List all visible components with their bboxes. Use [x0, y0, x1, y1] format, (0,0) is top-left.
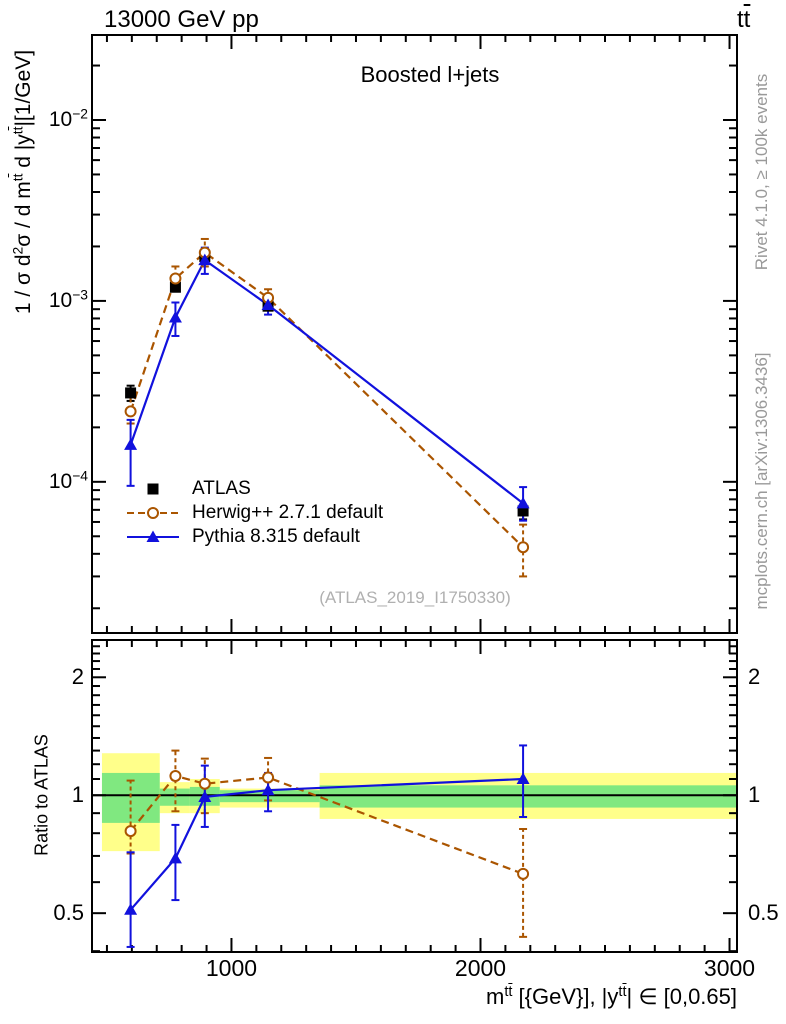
data-point-square — [169, 281, 181, 293]
ratio-y-axis-label: Ratio to ATLAS — [31, 734, 52, 856]
mcplots-arxiv-note: mcplots.cern.ch [arXiv:1306.3436] — [752, 352, 771, 610]
process-label: tt — [737, 6, 751, 33]
legend-item-atlas: ATLAS — [124, 477, 383, 501]
herwig++-line-ratio — [129, 774, 524, 875]
data-point-circle — [262, 771, 275, 784]
data-point-triangle — [516, 772, 530, 785]
legend-label: Herwig++ 2.7.1 default — [192, 502, 384, 523]
data-point-circle — [124, 405, 137, 418]
data-point-circle — [169, 272, 182, 285]
x-tick-label: 1000 — [205, 955, 258, 981]
pythia-line-main — [129, 258, 524, 505]
ratio-y-tick-label: 1 — [71, 782, 84, 808]
main-y-tick-label: 10−2 — [48, 105, 88, 131]
data-point-triangle — [198, 790, 212, 802]
analysis-id-watermark: (ATLAS_2019_I1750330) — [319, 588, 511, 607]
ratio-y-tick-label: 0.5 — [53, 900, 84, 926]
data-point-triangle — [198, 253, 212, 266]
data-point-triangle — [168, 851, 182, 864]
rivet-version-note: Rivet 4.1.0, ≥ 100k events — [752, 73, 771, 271]
ratio-y-tick-label-right: 0.5 — [748, 900, 779, 926]
main-y-axis-label: 1 / σ d2σ / d mtt d |ytt|[1/GeV] — [9, 49, 35, 315]
pythia-errors-ratio — [126, 744, 528, 948]
ratio-y-tick-label-right: 2 — [748, 664, 761, 690]
ratio-panel-frame — [91, 639, 738, 953]
data-point-circle — [124, 825, 137, 838]
data-point-triangle — [124, 438, 138, 450]
ratio-y-tick-label: 2 — [71, 664, 84, 690]
data-point-square — [262, 300, 274, 312]
data-point-square — [517, 505, 529, 517]
data-point-triangle — [261, 783, 275, 796]
data-point-triangle — [124, 903, 138, 915]
plot-title: Boosted l+jets — [360, 62, 500, 87]
data-point-triangle — [261, 298, 275, 310]
data-point-triangle — [168, 310, 182, 323]
ratio-uncertainty-bands — [101, 753, 737, 852]
legend-label: Pythia 8.315 default — [192, 526, 360, 547]
data-point-circle — [169, 769, 182, 782]
herwig++-points-ratio — [124, 769, 530, 880]
pythia-points-main — [124, 253, 530, 509]
main-y-tick-label: 10−4 — [48, 467, 88, 493]
pythia-points-ratio — [124, 772, 530, 915]
legend-marker-pythia — [124, 528, 182, 546]
main-y-tick-label: 10−3 — [48, 286, 88, 312]
legend-label: ATLAS — [192, 478, 251, 499]
data-point-circle — [517, 867, 530, 880]
data-point-square — [125, 387, 137, 399]
beam-energy-label: 13000 GeV pp — [104, 6, 259, 33]
legend-item-pythia: Pythia 8.315 default — [124, 525, 383, 549]
legend: ATLAS Herwig++ 2.7.1 default Pythia 8.31… — [124, 477, 383, 549]
legend-marker-herwig — [124, 504, 182, 522]
data-point-circle — [262, 291, 275, 304]
data-point-circle — [198, 777, 211, 790]
legend-marker-atlas — [124, 480, 182, 498]
data-point-square — [199, 250, 211, 262]
herwig++-errors-ratio — [126, 749, 528, 938]
x-tick-label: 3000 — [703, 955, 756, 981]
x-tick-label: 2000 — [454, 955, 507, 981]
x-axis-label: mtt [{GeV}], |ytt| ∈ [0,0.65] — [485, 984, 737, 1009]
ratio-y-tick-label-right: 1 — [748, 782, 761, 808]
data-point-circle — [517, 541, 530, 554]
data-point-triangle — [516, 496, 530, 509]
pythia-line-ratio — [129, 777, 524, 911]
data-point-circle — [198, 246, 211, 259]
legend-item-herwig: Herwig++ 2.7.1 default — [124, 501, 383, 525]
